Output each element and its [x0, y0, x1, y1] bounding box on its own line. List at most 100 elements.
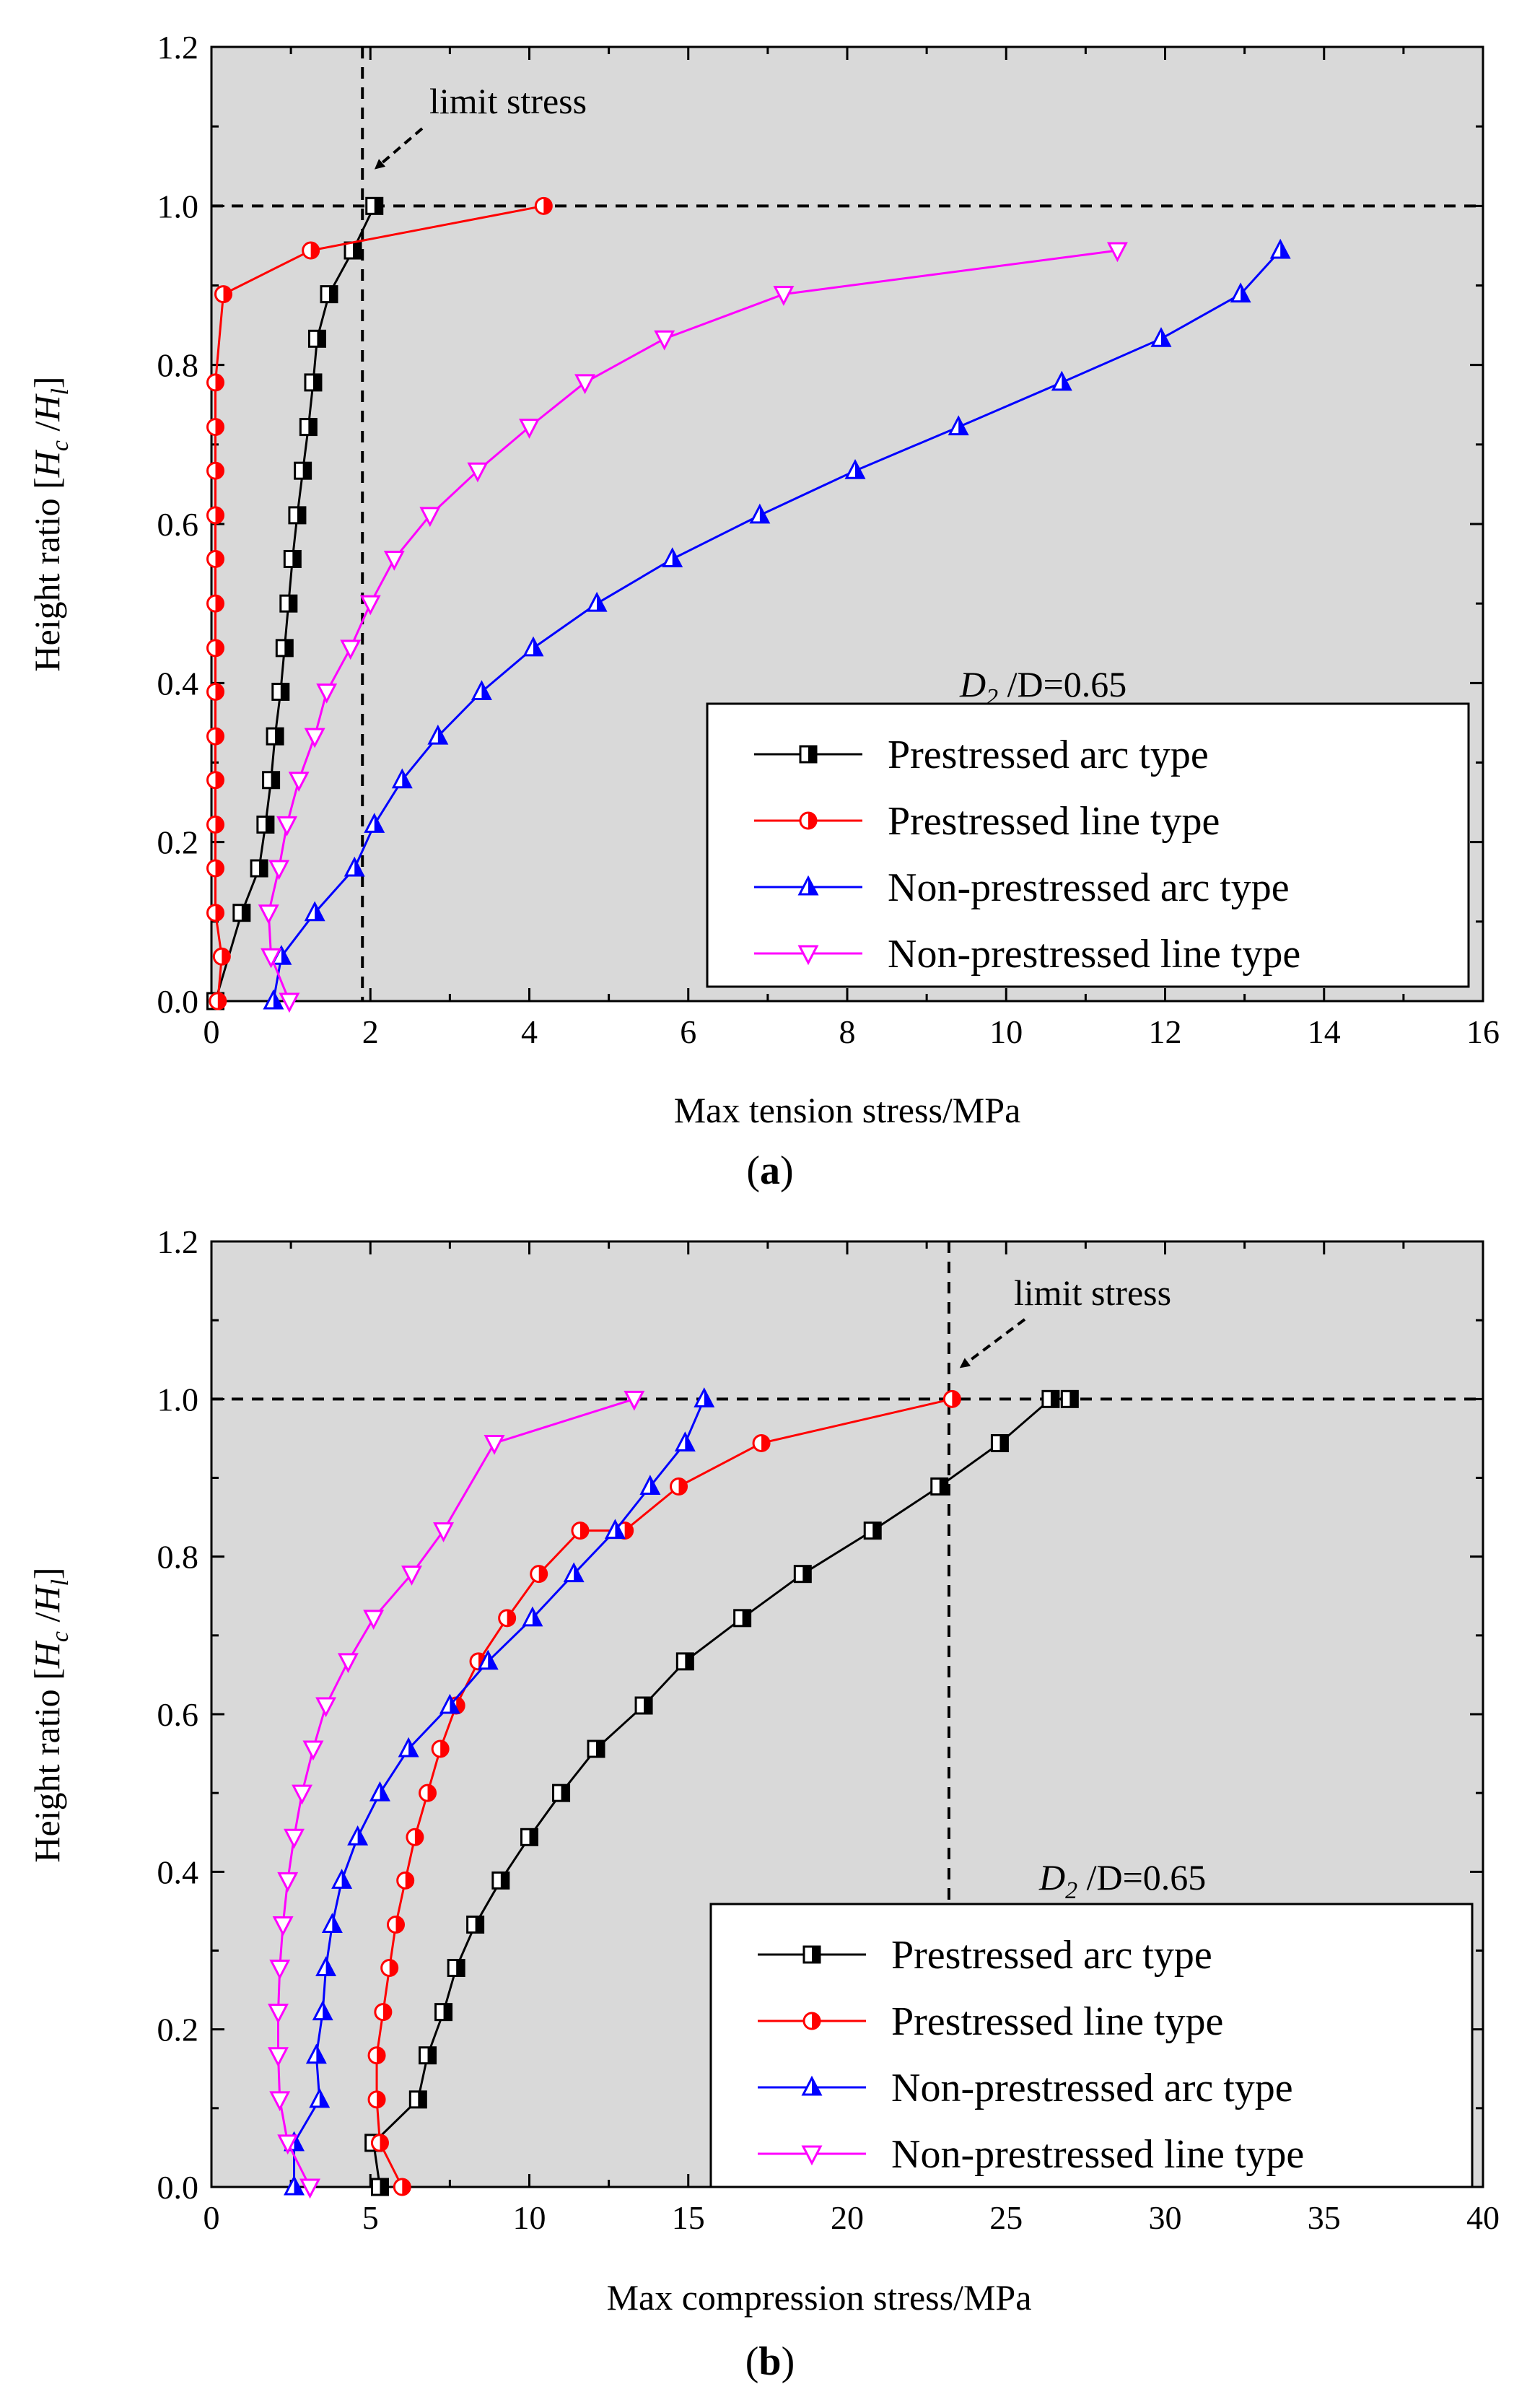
data-point [990, 1433, 1009, 1452]
limit-stress-arrow [374, 127, 424, 170]
y-tick-label: 0.6 [157, 506, 199, 543]
data-point [268, 860, 290, 881]
x-tick-label: 15 [672, 2199, 705, 2236]
y-tick-label: 0.4 [157, 1854, 199, 1890]
x-tick-label: 4 [521, 1013, 538, 1050]
panel-label-a: (a) [746, 1148, 793, 1193]
x-ticks: 0 2 4 6 8 10 12 14 16 [204, 47, 1500, 1050]
data-point [344, 241, 362, 260]
x-tick-label: 10 [513, 2199, 546, 2236]
x-axis-title: Max tension stress/MPa [674, 1090, 1021, 1130]
data-point [283, 549, 302, 568]
data-point [749, 503, 771, 524]
data-point [263, 989, 284, 1010]
legend-label: Prestressed arc type [891, 1933, 1212, 1978]
data-point [321, 1913, 343, 1933]
data-point [312, 2000, 333, 2021]
data-point [587, 1739, 605, 1758]
data-point [471, 680, 492, 700]
data-point [439, 1693, 460, 1714]
data-point [930, 1477, 949, 1496]
data-point [212, 947, 231, 966]
legend-item: Non-prestressed arc type [754, 865, 1290, 910]
data-point [380, 1959, 399, 1978]
data-point [304, 728, 325, 748]
data-point [616, 1521, 634, 1540]
y-tick-label: 0.6 [157, 1696, 199, 1733]
legend-marker [799, 745, 818, 764]
data-point [206, 771, 225, 790]
data-point [271, 682, 290, 701]
diameter-ratio: D2 /D=0.65 [1038, 1857, 1206, 1904]
data-point [675, 1652, 694, 1671]
data-point [266, 727, 284, 746]
data-point [398, 1737, 419, 1758]
y-tick-label: 1.0 [157, 1381, 199, 1418]
diameter-ratio: D2 /D=0.65 [959, 664, 1126, 711]
data-point [386, 1915, 405, 1934]
data-point [948, 415, 969, 436]
data-point [534, 196, 553, 215]
legend-marker [801, 2075, 823, 2096]
y-tick-label: 0.8 [157, 1539, 199, 1576]
legend-item: Prestressed arc type [758, 1933, 1212, 1978]
x-tick-label: 35 [1308, 2199, 1341, 2236]
data-point [279, 992, 300, 1013]
y-axis-title-hl: H [27, 393, 67, 422]
data-point [299, 418, 318, 437]
series-0 [206, 196, 384, 1010]
legend-marker [799, 811, 818, 830]
data-point [363, 1610, 385, 1630]
x-tick-label: 0 [204, 2199, 220, 2236]
y-axis-title-hc-sub: c [47, 440, 74, 451]
legend-item: Prestressed arc type [754, 733, 1209, 777]
data-point [844, 458, 866, 479]
data-point [574, 374, 596, 395]
data-point [214, 285, 233, 304]
data-point [302, 1740, 324, 1761]
data-point [408, 2090, 427, 2109]
data-point [277, 1872, 299, 1892]
data-point [466, 1915, 485, 1934]
y-tick-label: 0.2 [157, 824, 199, 861]
x-tick-label: 5 [362, 2199, 379, 2236]
y-axis-title-prefix: Height ratio [ [27, 1668, 67, 1862]
data-point [498, 1609, 517, 1628]
legend-label: Prestressed line type [888, 799, 1220, 844]
y-axis-title: Height ratio [Hc /Hl] [27, 376, 74, 671]
data-point [530, 1565, 548, 1584]
panel-label-b-letter: b [758, 2339, 781, 2384]
data-point [552, 1783, 571, 1802]
data-point [292, 1784, 313, 1805]
data-point [522, 1606, 543, 1627]
legend-item: Prestressed line type [758, 1999, 1223, 2044]
legend-marker [802, 1945, 821, 1964]
panel-label-b: (b) [745, 2339, 795, 2384]
x-tick-label: 20 [831, 2199, 864, 2236]
data-point [863, 1521, 882, 1540]
legend-marker [797, 875, 819, 896]
data-point [261, 948, 282, 969]
data-point [733, 1609, 752, 1628]
y-axis-title-hc-sub: c [47, 1631, 74, 1642]
data-point [206, 904, 225, 922]
y-tick-label: 0.4 [157, 665, 199, 702]
data-point [302, 241, 320, 260]
x-tick-label: 25 [989, 2199, 1023, 2236]
x-axis-title: Max compression stress/MPa [607, 2277, 1032, 2318]
y-axis-title-sep: / [27, 1612, 67, 1632]
x-tick-label: 0 [204, 1013, 220, 1050]
data-point [367, 2090, 386, 2109]
legend-item: Prestressed line type [754, 799, 1220, 844]
panel-a: 0.0 0.2 0.4 0.6 0.8 1.0 1.2 0 2 4 6 8 10 12 14 16 limi… [27, 29, 1500, 1193]
series-3 [268, 1390, 645, 2199]
data-point [1106, 242, 1128, 263]
data-point [634, 1696, 653, 1715]
y-axis-title-hl-sub: l [47, 1579, 74, 1586]
legend-marker [797, 945, 819, 966]
data-point [268, 2047, 289, 2067]
y-tick-label: 0.0 [157, 983, 199, 1020]
data-point [1041, 1389, 1060, 1408]
data-point [662, 547, 683, 567]
